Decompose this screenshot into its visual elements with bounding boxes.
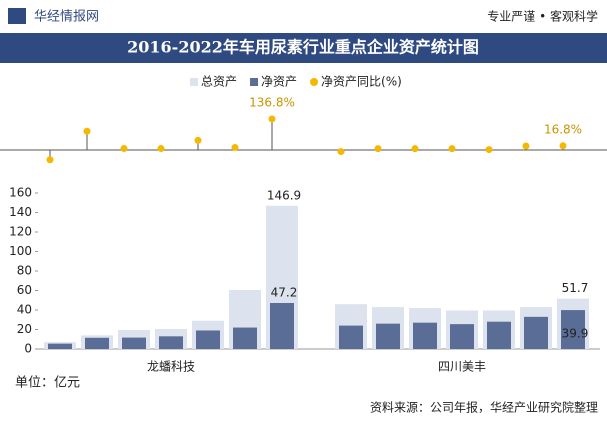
lollipop-dot [337, 148, 345, 156]
legend-swatch [310, 78, 319, 86]
bar [376, 323, 400, 349]
y-tick-label: 100 [9, 244, 32, 258]
legend-swatch [250, 78, 259, 86]
source: 资料来源：公司年报，华经产业研究院整理 [370, 400, 598, 415]
y-tick-label: 60 [17, 283, 32, 297]
bar [48, 343, 72, 349]
y-tick-label: 140 [9, 205, 32, 219]
legend-label: 总资产 [201, 75, 237, 89]
bar [339, 325, 363, 349]
bar [561, 310, 585, 349]
unit: 单位：亿元 [15, 376, 80, 391]
lollipop-dot [157, 145, 165, 153]
slogan: 专业严谨 • 客观科学 [487, 9, 598, 24]
lollipop-dot [485, 146, 493, 154]
y-tick-label: 80 [17, 264, 32, 278]
value-label: 136.8% [249, 95, 295, 109]
bar [524, 316, 548, 349]
bar [85, 337, 109, 349]
legend-label: 净资产同比(%) [321, 75, 402, 89]
lollipop-dot [83, 127, 91, 135]
group-label: 龙蟠科技 [147, 360, 195, 374]
lollipop-dot [522, 142, 530, 150]
lollipop-dot [194, 136, 202, 144]
lollipop-dot [231, 144, 239, 152]
value-label: 16.8% [544, 122, 582, 136]
bar [233, 327, 257, 349]
y-tick-label: 160 [9, 186, 32, 200]
brand: 华经情报网 [34, 10, 99, 25]
title-bar [0, 33, 607, 63]
bar [413, 322, 437, 349]
bar [270, 302, 294, 349]
legend-label: 净资产 [261, 75, 297, 89]
lollipop-dot [374, 145, 382, 153]
lollipop-dot [120, 145, 128, 153]
lollipop-dot [268, 115, 276, 123]
logo [8, 8, 26, 24]
group-label: 四川美丰 [438, 360, 486, 374]
value-label: 146.9 [267, 188, 301, 202]
legend-swatch [190, 78, 198, 86]
bar [450, 324, 474, 349]
y-tick-label: 120 [9, 225, 32, 239]
bar [196, 330, 220, 349]
value-label: 39.9 [562, 327, 589, 341]
y-tick-label: 20 [17, 322, 32, 336]
value-label: 51.7 [562, 281, 589, 295]
lollipop-dot [46, 156, 54, 164]
y-tick-label: 40 [17, 303, 32, 317]
bar [159, 336, 183, 349]
chart-title: 2016-2022年车用尿素行业重点企业资产统计图 [127, 38, 479, 57]
value-label: 47.2 [271, 285, 298, 299]
lollipop-dot [559, 142, 567, 150]
bar [122, 337, 146, 349]
lollipop-dot [411, 145, 419, 153]
bar [487, 321, 511, 349]
y-tick-label: 0 [24, 342, 32, 356]
lollipop-dot [448, 145, 456, 153]
